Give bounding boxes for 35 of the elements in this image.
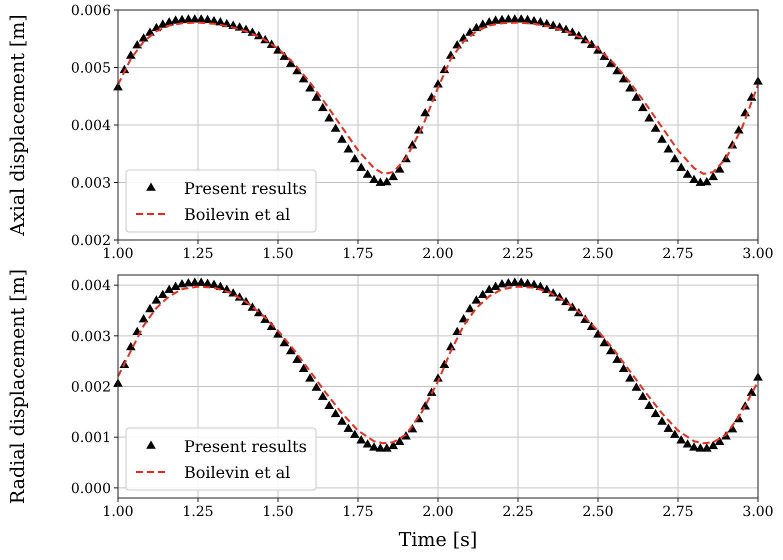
legend-label: Boilevin et al [184, 463, 290, 482]
y-tick-label: 0.003 [70, 328, 111, 345]
x-tick-label: 1.25 [182, 504, 214, 520]
y-axis-title: Axial displacement [m] [7, 14, 29, 237]
legend-label: Present results [184, 437, 307, 456]
y-tick-label: 0.006 [70, 3, 112, 19]
x-tick-label: 1.00 [102, 504, 134, 520]
y-tick-label: 0.004 [70, 118, 112, 134]
y-tick-label: 0.000 [70, 480, 111, 497]
x-tick-label: 3.00 [742, 504, 774, 520]
legend-label: Present results [184, 179, 307, 198]
x-axis-title: Time [s] [398, 529, 478, 551]
y-tick-label: 0.003 [70, 176, 111, 192]
y-tick-label: 0.005 [70, 60, 111, 76]
x-tick-label: 2.25 [502, 246, 534, 262]
x-tick-label: 3.00 [742, 246, 774, 262]
x-tick-label: 2.75 [662, 504, 694, 520]
legend-label: Boilevin et al [184, 205, 290, 224]
y-tick-label: 0.004 [70, 278, 112, 294]
y-axis-title: Radial displacement [m] [7, 268, 29, 504]
x-tick-label: 2.00 [422, 246, 454, 262]
x-tick-label: 2.50 [582, 246, 614, 262]
x-tick-label: 2.75 [662, 246, 694, 262]
x-tick-label: 2.25 [502, 504, 534, 520]
x-tick-label: 1.50 [262, 246, 294, 262]
x-tick-label: 1.00 [102, 246, 134, 262]
y-tick-label: 0.001 [70, 430, 111, 446]
x-tick-label: 1.50 [262, 504, 294, 520]
x-tick-label: 2.50 [582, 504, 614, 520]
y-tick-label: 0.002 [70, 233, 111, 249]
y-tick-label: 0.002 [70, 380, 111, 396]
x-tick-label: 1.25 [182, 246, 214, 262]
x-tick-label: 2.00 [422, 504, 454, 520]
x-tick-label: 1.75 [342, 504, 374, 520]
x-tick-label: 1.75 [342, 246, 374, 262]
